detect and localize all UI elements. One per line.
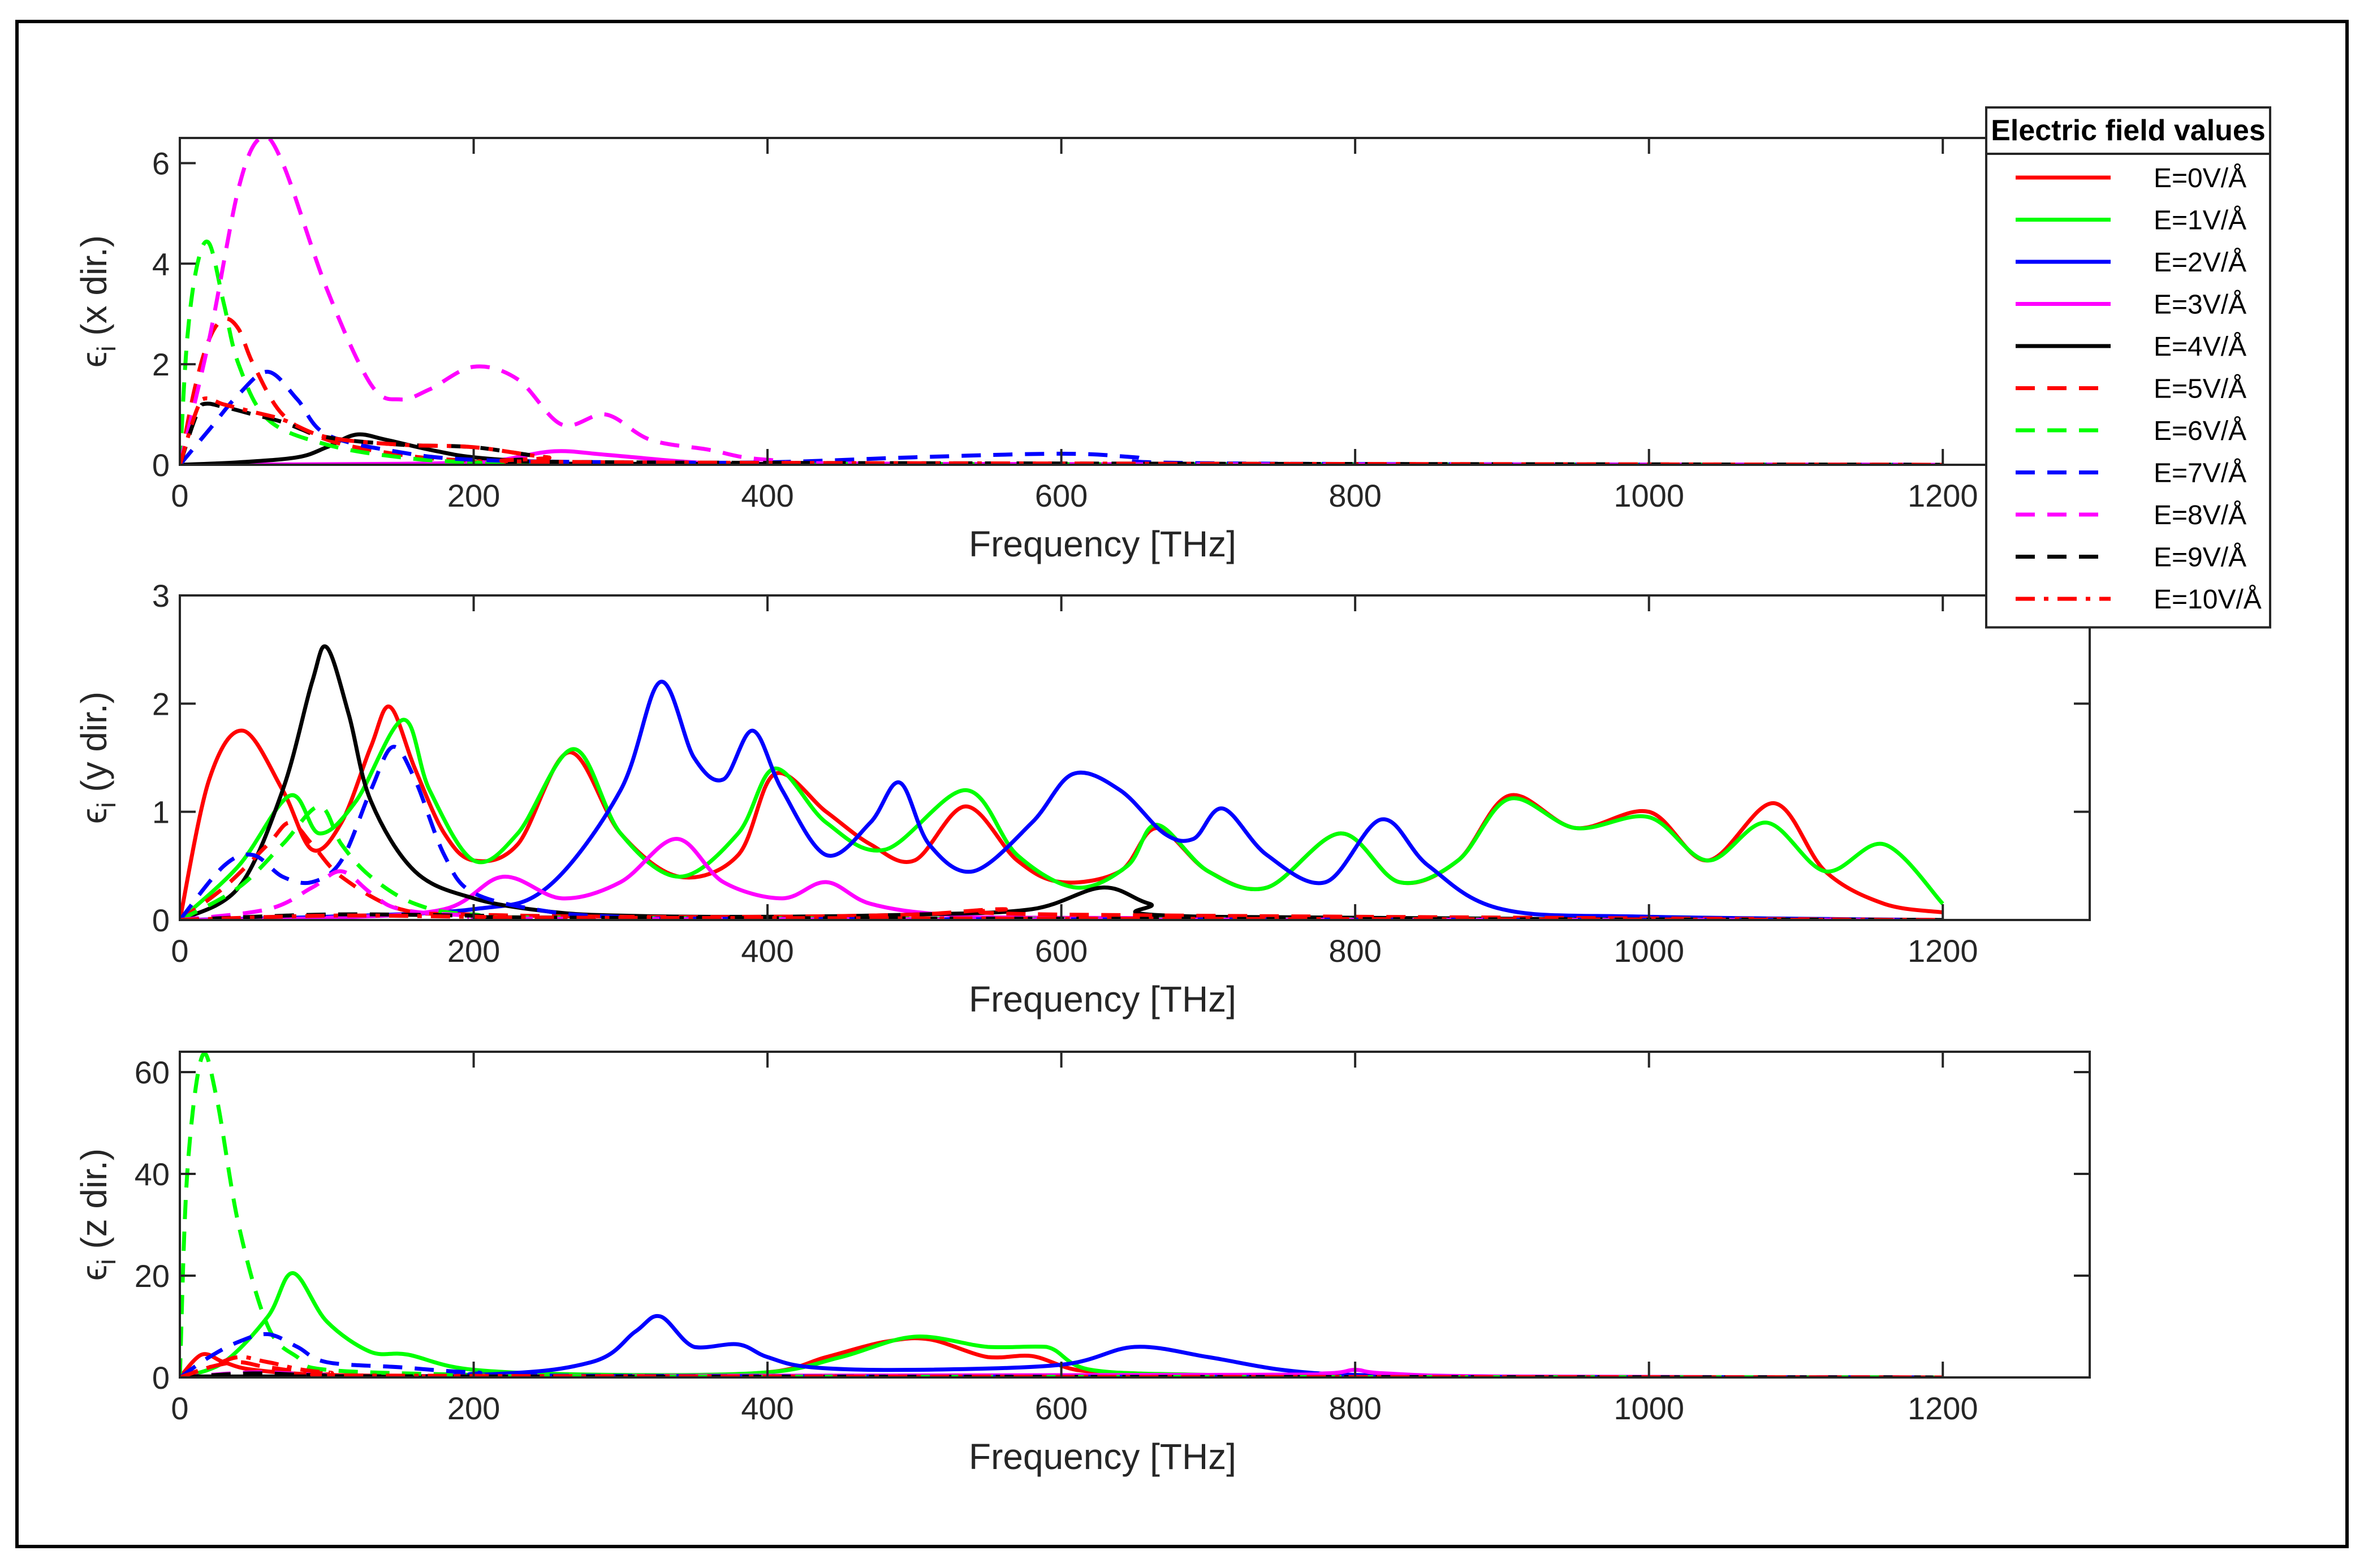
ytick-label-z-2: 40 (135, 1156, 170, 1192)
xtick-label-z-2: 400 (741, 1390, 793, 1426)
xtick-label-x-4: 800 (1328, 478, 1381, 513)
legend-label-0: E=0V/Å (2154, 163, 2246, 193)
legend-entry-9: E=9V/Å (2016, 543, 2246, 573)
legend-entry-5: E=5V/Å (2016, 374, 2246, 404)
ytick-label-z-3: 60 (135, 1055, 170, 1090)
legend-label-9: E=9V/Å (2154, 543, 2246, 573)
legend-label-1: E=1V/Å (2154, 206, 2246, 236)
plot-area-y (180, 595, 2090, 920)
xtick-label-x-0: 0 (171, 478, 188, 513)
ytick-label-x-0: 0 (152, 447, 170, 483)
legend-entry-4: E=4V/Å (2016, 332, 2246, 362)
xtick-label-x-6: 1200 (1908, 478, 1978, 513)
legend-entry-10: E=10V/Å (2016, 585, 2262, 615)
legend-label-5: E=5V/Å (2154, 374, 2246, 404)
xtick-label-z-4: 800 (1328, 1390, 1381, 1426)
ylabel-symbol-x: ϵ (74, 352, 114, 368)
ytick-label-z-1: 20 (135, 1258, 170, 1294)
series-line-x-6 (180, 239, 1943, 465)
legend-entry-3: E=3V/Å (2016, 290, 2246, 320)
legend-entry-6: E=6V/Å (2016, 416, 2246, 446)
ylabel-subscript-x: i (92, 346, 121, 352)
xtick-label-y-5: 1000 (1614, 933, 1684, 969)
ytick-label-y-3: 3 (152, 578, 170, 614)
legend: Electric field values E=0V/Å E=1V/Å E=2V/Å E… (1985, 106, 2271, 629)
ylabel-text-z: (z dir.) (74, 1148, 114, 1259)
axes-frame-z (179, 1051, 2091, 1379)
legend-box (1985, 106, 2271, 629)
legend-entry-1: E=1V/Å (2016, 206, 2246, 236)
xtick-label-y-2: 400 (741, 933, 793, 969)
subplot-z: 0 200 400 600 800 1000 1200 0 20 40 60 Frequency [T… (74, 1051, 2091, 1477)
legend-label-7: E=7V/Å (2154, 459, 2246, 489)
ylabel-subscript-z: i (92, 1259, 121, 1265)
legend-entry-2: E=2V/Å (2016, 248, 2246, 278)
series-line-y-7 (180, 745, 1943, 920)
subplot-x: 0 200 400 600 800 1000 1200 0 2 4 6 Frequency [THz]… (74, 137, 2091, 564)
xtick-label-y-4: 800 (1328, 933, 1381, 969)
legend-entry-0: E=0V/Å (2016, 163, 2246, 193)
ylabel-text-y: (y dir.) (74, 692, 114, 802)
ylabel-x: ϵi (x dir.) (74, 235, 121, 368)
axes-frame-y (179, 594, 2091, 921)
legend-label-6: E=6V/Å (2154, 416, 2246, 446)
legend-label-3: E=3V/Å (2154, 290, 2246, 320)
legend-title: Electric field values (1991, 114, 2266, 147)
xlabel-y: Frequency [THz] (969, 979, 1236, 1020)
plot-area-z (180, 1052, 2090, 1377)
legend-label-4: E=4V/Å (2154, 332, 2246, 362)
legend-entry-7: E=7V/Å (2016, 459, 2246, 489)
series-line-y-1 (180, 718, 1944, 920)
xtick-label-x-5: 1000 (1614, 478, 1684, 513)
ylabel-symbol-y: ϵ (74, 808, 114, 824)
series-line-y-2 (180, 680, 1943, 920)
legend-entry-8: E=8V/Å (2016, 500, 2246, 530)
series-line-y-10 (180, 913, 1943, 920)
plot-area-x (180, 138, 2090, 465)
ytick-label-y-2: 2 (152, 686, 170, 722)
xtick-label-z-0: 0 (171, 1390, 188, 1426)
xlabel-z: Frequency [THz] (969, 1436, 1236, 1477)
legend-label-2: E=2V/Å (2154, 248, 2246, 278)
ytick-label-y-0: 0 (152, 902, 170, 938)
ytick-label-x-2: 4 (152, 246, 170, 282)
xtick-label-x-1: 200 (447, 478, 500, 513)
xtick-label-z-5: 1000 (1614, 1390, 1684, 1426)
xtick-label-y-6: 1200 (1908, 933, 1978, 969)
ylabel-subscript-y: i (92, 802, 121, 808)
figure-border (15, 20, 2349, 1548)
xtick-label-y-0: 0 (171, 933, 188, 969)
ytick-label-y-1: 1 (152, 794, 170, 830)
xtick-label-x-3: 600 (1035, 478, 1088, 513)
xtick-label-y-1: 200 (447, 933, 500, 969)
xtick-label-y-3: 600 (1035, 933, 1088, 969)
ytick-label-z-0: 0 (152, 1360, 170, 1396)
legend-label-8: E=8V/Å (2154, 500, 2246, 530)
subplot-y: 0 200 400 600 800 1000 1200 0 1 2 3 Frequency [THz]… (74, 578, 2091, 1020)
legend-label-10: E=10V/Å (2154, 585, 2262, 615)
ylabel-text-x: (x dir.) (74, 235, 114, 346)
xtick-label-x-2: 400 (741, 478, 793, 513)
xtick-label-z-1: 200 (447, 1390, 500, 1426)
ytick-label-x-3: 6 (152, 145, 170, 181)
xlabel-x: Frequency [THz] (969, 524, 1236, 564)
ylabel-y: ϵi (y dir.) (74, 692, 121, 824)
ytick-label-x-1: 2 (152, 347, 170, 382)
ylabel-z: ϵi (z dir.) (74, 1148, 121, 1281)
series-line-x-5 (180, 317, 1943, 465)
xtick-label-z-6: 1200 (1908, 1390, 1978, 1426)
ylabel-symbol-z: ϵ (74, 1265, 114, 1281)
xtick-label-z-3: 600 (1035, 1390, 1088, 1426)
